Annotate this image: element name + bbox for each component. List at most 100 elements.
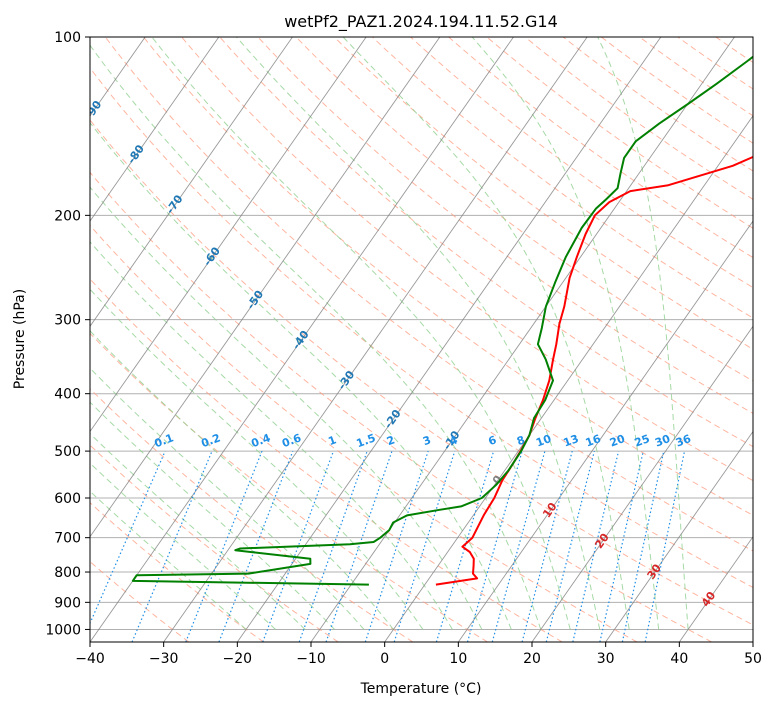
x-tick-label: 30 (597, 651, 615, 667)
x-tick-label: −30 (149, 651, 179, 667)
dry-adiabat (257, 37, 753, 414)
moist-adiabat (90, 432, 306, 630)
isotherm-line (90, 37, 514, 642)
x-tick-label: −40 (75, 651, 105, 667)
dry-adiabat (90, 278, 563, 642)
mixing-ratio-label: 25 (633, 432, 652, 449)
dry-adiabat (90, 171, 712, 642)
moist-adiabat (90, 44, 542, 630)
dry-adiabat (333, 37, 753, 350)
isotherm-label: -90 (82, 98, 104, 122)
mixing-ratio-label: 2 (385, 433, 397, 448)
isotherm-line (384, 115, 753, 642)
dry-adiabat (600, 37, 753, 144)
mixing-ratio-line (491, 450, 546, 642)
y-axis: 100 200 300 400 500 600 700 800 900 1000 (45, 30, 90, 638)
mixing-ratio-line (644, 450, 686, 642)
mixing-ratio-line (393, 450, 456, 642)
dry-adiabat (90, 444, 339, 642)
y-tick-label: 400 (54, 387, 81, 403)
isotherm-line (236, 37, 662, 642)
moist-adiabat (471, 37, 660, 630)
dry-adiabat (754, 37, 775, 642)
dry-adiabat (677, 37, 753, 90)
dry-adiabat (90, 388, 414, 642)
isotherm-label: 40 (699, 589, 719, 609)
dry-adiabat (90, 332, 488, 642)
dry-adiabat (219, 37, 753, 448)
x-tick-label: 50 (744, 651, 762, 667)
y-tick-label: 800 (54, 565, 81, 581)
isotherm-label: -100 (41, 46, 68, 76)
isotherm-label: -80 (125, 142, 147, 166)
isotherm-label: 30 (645, 561, 665, 581)
mixing-ratio-line (599, 450, 644, 642)
x-axis: −40 −30 −20 −10 0 10 20 30 40 50 (75, 642, 762, 667)
isotherm-label: -40 (290, 328, 312, 352)
dry-adiabat (104, 37, 753, 552)
mixing-ratio-label: 13 (562, 432, 581, 449)
moist-adiabat (90, 401, 335, 630)
mixing-ratio-label: 0.2 (199, 431, 222, 450)
moist-adiabat (90, 330, 394, 630)
dry-adiabat (143, 37, 753, 516)
moist-adiabat (90, 490, 247, 630)
mixing-ratio-line (572, 450, 620, 642)
moist-adiabat (236, 37, 601, 630)
mixing-ratio-label: 3 (421, 433, 433, 448)
mixing-ratio-label: 36 (674, 432, 693, 450)
dry-adiabat (715, 37, 753, 64)
isotherm-line (752, 641, 753, 642)
plot-area: -100-90-80-70-60-50-40-30-20-10010203040… (0, 37, 775, 642)
isotherm-line (90, 37, 220, 222)
mixing-ratio-line (325, 450, 393, 642)
dewpoint-profile (131, 55, 753, 586)
plot-frame (89, 36, 754, 643)
isotherm-line (457, 220, 753, 642)
dry-adiabat (90, 224, 638, 642)
y-tick-label: 700 (54, 531, 81, 547)
mixing-ratio-label: 0.1 (153, 431, 176, 450)
mixing-ratio-label: 1 (326, 433, 338, 448)
isotherm-line (90, 37, 367, 433)
mixing-ratio-label: 10 (534, 432, 553, 450)
dry-adiabat (448, 37, 753, 259)
mixing-ratio-label: 6 (487, 433, 499, 448)
moist-adiabat (90, 367, 365, 630)
moist-adiabat (90, 288, 424, 630)
mixing-ratio-line (131, 450, 213, 642)
dry-adiabat (90, 67, 753, 588)
mixing-ratio-label: 0.6 (280, 431, 303, 450)
dry-adiabat (90, 119, 753, 626)
mixing-ratio-line (521, 450, 573, 642)
dry-adiabat (639, 37, 753, 117)
mixing-ratio-label: 0.4 (249, 431, 272, 450)
temperature-profile (435, 155, 753, 586)
mixing-ratio-line (466, 450, 523, 642)
dry-adiabat (486, 37, 753, 229)
x-tick-label: 0 (380, 651, 389, 667)
isotherm-line (531, 325, 753, 642)
moist-adiabat (151, 37, 571, 630)
isotherm-line (0, 37, 72, 642)
x-tick-label: 20 (523, 651, 541, 667)
moist-adiabat (90, 241, 453, 630)
mixing-ratio-line (621, 450, 665, 642)
isotherm-line (90, 37, 293, 328)
mixing-ratio-line (545, 450, 595, 642)
mixing-ratio-label: 4 (448, 433, 460, 448)
mixing-ratio-label: 20 (608, 432, 627, 450)
mixing-ratio-label: 16 (584, 432, 603, 450)
mixing-ratio-line (90, 450, 166, 625)
mixing-ratio-line (364, 450, 429, 642)
isotherm-line (678, 535, 753, 642)
dry-adiabat (372, 37, 753, 319)
x-tick-label: −10 (296, 651, 326, 667)
y-tick-label: 900 (54, 595, 81, 611)
y-axis-label: Pressure (hPa) (12, 289, 28, 389)
dry-adiabat (181, 37, 753, 482)
dry-adiabat (90, 502, 264, 642)
y-tick-label: 300 (54, 313, 81, 329)
mixing-ratio-label: 8 (515, 433, 527, 448)
